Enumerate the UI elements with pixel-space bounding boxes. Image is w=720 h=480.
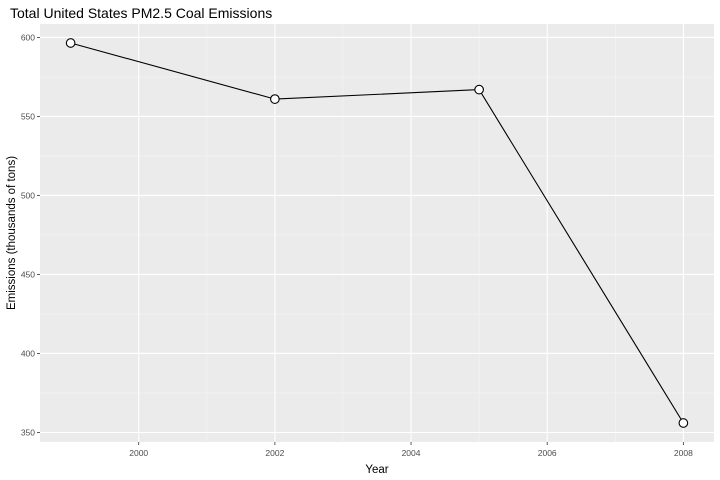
- data-point-1999: [65, 38, 76, 48]
- series-line: [70, 42, 684, 424]
- y-axis: 350 400 450 500 550 600: [21, 32, 40, 437]
- x-tick-label: 2004: [402, 448, 421, 458]
- x-tick-label: 2000: [129, 448, 148, 458]
- data-point-2008: [678, 418, 689, 428]
- y-tick-label: 450: [21, 269, 35, 279]
- y-tick-label: 500: [21, 190, 35, 200]
- y-tick-label: 550: [21, 111, 35, 121]
- x-axis-title: Year: [365, 464, 388, 476]
- y-tick-label: 350: [21, 427, 35, 437]
- x-axis: 2000 2002 2004 2006 2008: [129, 442, 693, 458]
- data-point-2005: [474, 84, 484, 95]
- x-tick-label: 2006: [538, 448, 557, 458]
- plot-panel: [40, 24, 714, 442]
- chart-title: Total United States PM2.5 Coal Emissions: [10, 5, 272, 21]
- x-tick-label: 2008: [674, 448, 693, 458]
- data-point-2002: [270, 94, 280, 104]
- data-layer: [65, 38, 689, 428]
- x-tick-label: 2002: [265, 448, 284, 458]
- major-grid: [40, 24, 714, 442]
- y-axis-title: Emissions (thousands of tons): [6, 156, 18, 310]
- y-tick-label: 600: [21, 32, 35, 42]
- y-tick-label: 400: [21, 348, 35, 358]
